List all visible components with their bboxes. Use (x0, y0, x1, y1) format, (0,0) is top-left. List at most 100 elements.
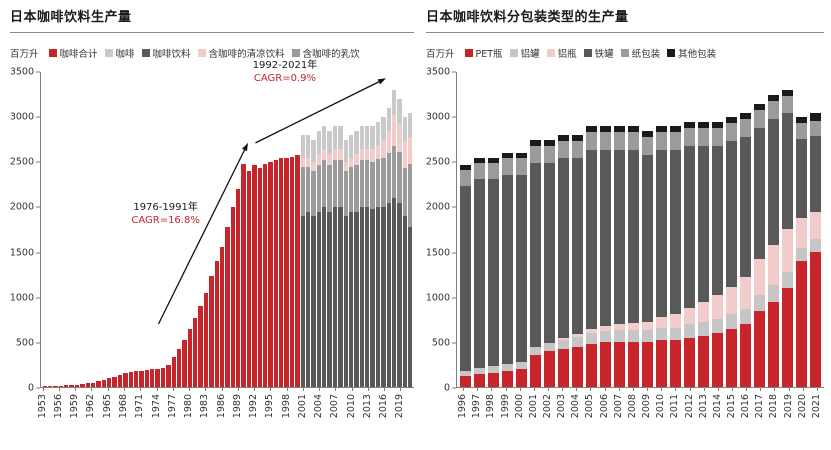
bar-1987 (225, 72, 230, 387)
bar-1988 (230, 72, 235, 387)
x-tick-label: 2019 (394, 394, 406, 419)
bar-1979 (182, 72, 187, 387)
x-tick-mark (286, 388, 288, 391)
bar-segment (782, 113, 794, 229)
bar-segment (712, 145, 724, 296)
bar-segment (397, 123, 402, 153)
bar-segment (641, 154, 653, 323)
bar-segment (230, 207, 235, 387)
bar-2017 (386, 72, 391, 387)
bar-segment (627, 330, 639, 342)
bar-1959 (74, 72, 80, 387)
bar-segment (641, 322, 653, 331)
right-plot (456, 72, 824, 388)
bar-2014 (712, 72, 724, 387)
left-y-axis: 0 500 1000 1500 2000 2500 3000 3500 (10, 67, 40, 394)
bar-segment (391, 115, 397, 146)
x-tick-label: 1995 (264, 394, 276, 419)
bar-segment (402, 141, 407, 169)
bar-segment (740, 277, 752, 309)
bar-segment (343, 139, 348, 163)
x-tick-label: 2016 (378, 394, 390, 419)
bar-segment (101, 379, 106, 387)
x-tick-mark (632, 388, 634, 391)
x-tick-mark (463, 388, 465, 391)
bar-segment (332, 160, 338, 207)
x-tick-mark (732, 388, 733, 391)
bar-segment (316, 164, 321, 212)
bar-segment (386, 131, 391, 153)
x-tick-label: 2001 (296, 394, 308, 419)
x-tick-label: 2010 (655, 394, 667, 419)
legend-item: 含咖啡的乳饮 (291, 46, 360, 60)
bar-segment (740, 136, 752, 278)
bar-2015 (375, 72, 381, 387)
bar-segment (53, 385, 58, 387)
bar-1985 (214, 72, 219, 387)
bar-segment (669, 314, 681, 328)
bar-segment (810, 252, 822, 387)
y-tick-label: 500 (15, 337, 34, 349)
legend-swatch-icon (104, 49, 113, 57)
bar-segment (381, 140, 386, 159)
bar-segment (322, 207, 327, 387)
x-tick-label: 1974 (150, 394, 162, 419)
bar-segment (139, 370, 144, 387)
bar-segment (810, 238, 822, 252)
x-tick-mark (140, 388, 142, 391)
bar-segment (768, 244, 780, 286)
bar-1982 (198, 72, 203, 387)
bar-segment (768, 100, 780, 119)
x-tick-mark (491, 388, 493, 391)
bar-segment (397, 202, 402, 387)
bar-2013 (365, 72, 370, 387)
bar-segment (726, 141, 738, 288)
bar-1964 (101, 72, 106, 387)
bar-segment (47, 385, 53, 387)
bar-segment (768, 118, 780, 245)
bar-1996 (273, 72, 278, 387)
bar-2017 (754, 72, 766, 387)
x-tick-label: 2000 (513, 394, 525, 419)
bar-segment (69, 385, 74, 387)
bar-segment (571, 333, 583, 337)
x-tick-mark (590, 388, 592, 391)
bar-segment (487, 162, 499, 180)
bar-segment (627, 342, 639, 387)
x-tick-label: 2015 (726, 394, 737, 419)
bar-segment (669, 150, 681, 315)
bar-segment (182, 340, 187, 387)
x-tick-label: 1956 (52, 394, 64, 419)
legend-swatch-icon (464, 49, 473, 57)
bar-segment (712, 127, 724, 146)
bar-segment (487, 372, 499, 387)
bar-segment (782, 90, 794, 97)
bar-segment (375, 144, 381, 160)
bar-segment (144, 369, 149, 387)
bar-segment (64, 385, 69, 387)
left-legend: 咖啡合计 咖啡 咖啡饮料 含咖啡的清凉饮料 含咖啡的乳饮 (48, 46, 360, 60)
bar-segment (796, 217, 808, 248)
bar-1991 (246, 72, 252, 387)
legend-item: 含咖啡的清凉饮料 (197, 46, 285, 60)
bar-2002 (543, 72, 555, 387)
bar-1955 (53, 72, 58, 387)
bar-segment (386, 202, 391, 387)
bar-segment (327, 211, 332, 387)
bar-segment (684, 145, 696, 308)
annotation-cagr-value: CAGR=16.8% (131, 215, 200, 227)
x-tick-mark (816, 388, 818, 391)
bar-segment (796, 261, 808, 387)
y-tick-mark (452, 252, 456, 254)
bar-segment (338, 149, 343, 161)
bar-segment (543, 162, 555, 343)
bar-segment (726, 123, 738, 142)
bar-segment (810, 135, 822, 212)
bar-segment (74, 384, 80, 387)
bar-segment (381, 158, 386, 207)
bar-segment (370, 149, 375, 163)
bar-2019 (397, 72, 402, 387)
bar-segment (187, 329, 192, 387)
bar-segment (557, 340, 569, 350)
x-tick-label: 1971 (134, 394, 146, 419)
